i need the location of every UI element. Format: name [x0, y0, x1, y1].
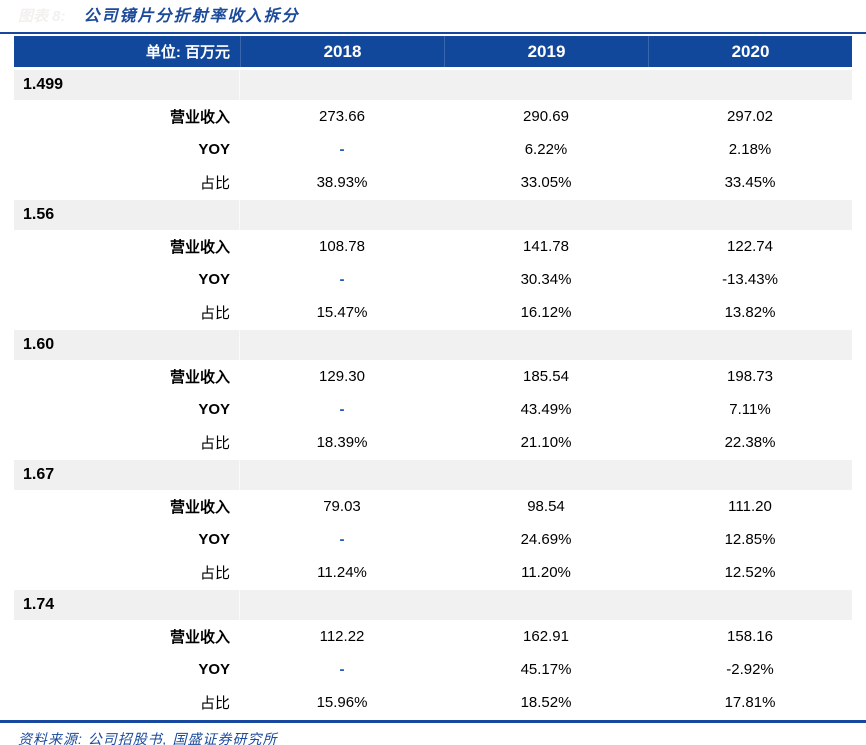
- section-label: 1.60: [14, 330, 240, 360]
- table-row-yoy: YOY - 6.22% 2.18%: [14, 133, 852, 166]
- row-label-revenue: 营业收入: [169, 109, 230, 126]
- table-row-yoy: YOY - 43.49% 7.11%: [14, 393, 852, 426]
- value-cell: -2.92%: [726, 661, 774, 678]
- table-row-yoy: YOY - 24.69% 12.85%: [14, 523, 852, 556]
- year-header-2019: 2019: [444, 36, 648, 67]
- row-label-yoy: YOY: [198, 401, 230, 418]
- value-cell: 18.52%: [520, 694, 572, 711]
- top-rule: [0, 32, 866, 34]
- value-cell: 129.30: [319, 368, 365, 385]
- value-cell: 12.85%: [724, 531, 776, 548]
- section-band-1499: 1.499: [14, 70, 852, 100]
- table-row-revenue: 营业收入 273.66 290.69 297.02: [14, 100, 852, 133]
- row-label-share: 占比: [199, 695, 230, 712]
- source-note: 资料来源: 公司招股书, 国盛证券研究所: [18, 731, 278, 745]
- value-cell: 11.24%: [317, 564, 367, 581]
- table-row-yoy: YOY - 30.34% -13.43%: [14, 263, 852, 296]
- section-label: 1.499: [14, 70, 240, 100]
- table-row-revenue: 营业收入 108.78 141.78 122.74: [14, 230, 852, 263]
- value-cell: 198.73: [727, 368, 773, 385]
- row-label-revenue: 营业收入: [169, 239, 230, 256]
- table-row-share: 占比 15.96% 18.52% 17.81%: [14, 686, 852, 719]
- value-cell: 98.54: [527, 498, 565, 515]
- value-cell: 38.93%: [316, 174, 368, 191]
- value-cell: 11.20%: [521, 564, 571, 581]
- row-label-revenue: 营业收入: [169, 629, 230, 646]
- value-cell: 43.49%: [520, 401, 572, 418]
- value-cell: -13.43%: [722, 271, 778, 288]
- table-row-revenue: 营业收入 112.22 162.91 158.16: [14, 620, 852, 653]
- section-label: 1.56: [14, 200, 240, 230]
- value-cell: 16.12%: [520, 304, 572, 321]
- row-label-revenue: 营业收入: [169, 499, 230, 516]
- section-band-167: 1.67: [14, 460, 852, 490]
- value-cell: 21.10%: [520, 434, 572, 451]
- table-row-yoy: YOY - 45.17% -2.92%: [14, 653, 852, 686]
- table-row-share: 占比 15.47% 16.12% 13.82%: [14, 296, 852, 329]
- value-cell: 108.78: [319, 238, 365, 255]
- value-cell: 12.52%: [724, 564, 776, 581]
- value-cell: 2.18%: [728, 141, 772, 158]
- value-cell: 45.17%: [520, 661, 572, 678]
- value-cell: -: [339, 661, 345, 678]
- unit-header-cell: 单位: 百万元: [145, 44, 230, 61]
- section-band-174: 1.74: [14, 590, 852, 620]
- value-cell: -: [339, 531, 345, 548]
- value-cell: 112.22: [319, 628, 365, 645]
- value-cell: 185.54: [523, 368, 569, 385]
- table-row-share: 占比 11.24% 11.20% 12.52%: [14, 556, 852, 589]
- table-row-revenue: 营业收入 79.03 98.54 111.20: [14, 490, 852, 523]
- table-row-revenue: 营业收入 129.30 185.54 198.73: [14, 360, 852, 393]
- value-cell: 24.69%: [520, 531, 572, 548]
- section-label: 1.67: [14, 460, 240, 490]
- value-cell: 30.34%: [520, 271, 572, 288]
- row-label-share: 占比: [199, 175, 230, 192]
- year-header-2018: 2018: [240, 36, 444, 67]
- value-cell: 33.45%: [724, 174, 776, 191]
- value-cell: 15.47%: [316, 304, 368, 321]
- value-cell: 162.91: [523, 628, 569, 645]
- row-label-yoy: YOY: [198, 271, 230, 288]
- row-label-yoy: YOY: [198, 531, 230, 548]
- table-row-share: 占比 38.93% 33.05% 33.45%: [14, 166, 852, 199]
- value-cell: 141.78: [523, 238, 569, 255]
- value-cell: 15.96%: [316, 694, 368, 711]
- value-cell: 297.02: [727, 108, 773, 125]
- section-label: 1.74: [14, 590, 240, 620]
- table-row-share: 占比 18.39% 21.10% 22.38%: [14, 426, 852, 459]
- value-cell: -: [339, 271, 345, 288]
- value-cell: 6.22%: [524, 141, 568, 158]
- value-cell: -: [339, 401, 345, 418]
- table-header-row: 单位: 百万元 2018 2019 2020: [14, 36, 852, 67]
- value-cell: 79.03: [323, 498, 361, 515]
- value-cell: 290.69: [523, 108, 569, 125]
- value-cell: 7.11%: [729, 401, 771, 418]
- row-label-share: 占比: [199, 305, 230, 322]
- value-cell: 13.82%: [724, 304, 776, 321]
- value-cell: 22.38%: [724, 434, 776, 451]
- row-label-share: 占比: [199, 435, 230, 452]
- bottom-rule: [0, 720, 866, 723]
- section-band-156: 1.56: [14, 200, 852, 230]
- value-cell: 273.66: [319, 108, 365, 125]
- value-cell: 111.20: [728, 498, 772, 515]
- figure-number-label: 图表 8:: [18, 8, 66, 25]
- year-header-2020: 2020: [648, 36, 852, 67]
- value-cell: -: [339, 141, 345, 158]
- row-label-revenue: 营业收入: [169, 369, 230, 386]
- value-cell: 158.16: [727, 628, 773, 645]
- figure-title-bar: 图表 8: 公司镜片分折射率收入拆分: [0, 0, 866, 32]
- value-cell: 18.39%: [316, 434, 368, 451]
- value-cell: 122.74: [727, 238, 773, 255]
- row-label-share: 占比: [199, 565, 230, 582]
- value-cell: 17.81%: [724, 694, 776, 711]
- row-label-yoy: YOY: [198, 141, 230, 158]
- value-cell: 33.05%: [520, 174, 572, 191]
- figure-title: 公司镜片分折射率收入拆分: [83, 8, 300, 25]
- header-gap: [14, 67, 852, 69]
- revenue-split-table: 单位: 百万元 2018 2019 2020 1.499 营业收入 273.66…: [14, 36, 852, 719]
- section-band-160: 1.60: [14, 330, 852, 360]
- row-label-yoy: YOY: [198, 661, 230, 678]
